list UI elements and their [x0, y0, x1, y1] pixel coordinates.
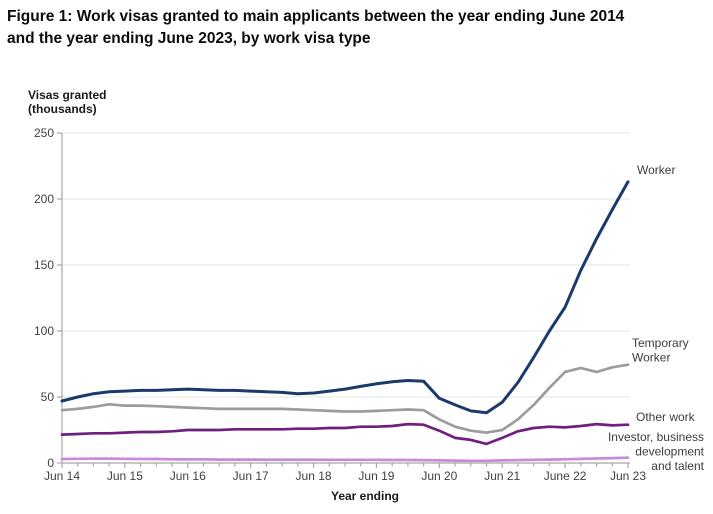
figure-title-line-2: and the year ending June 2023, by work v… — [7, 30, 371, 47]
figure-title: Figure 1: Work visas granted to main app… — [7, 6, 713, 50]
y-axis-title-line-2: (thousands) — [28, 102, 97, 116]
y-tick-label-250: 250 — [34, 126, 54, 140]
y-axis-title-line-1: Visas granted — [28, 88, 107, 102]
series-label-temporary-worker-line-2: Worker — [632, 351, 670, 365]
x-tick-label-7: Jun 20 — [421, 469, 457, 483]
x-tick-label-4: Jun 17 — [233, 469, 269, 483]
series-line-temporary-worker — [60, 363, 630, 434]
x-tick-label-9: June 22 — [544, 469, 587, 483]
series-label-worker-line-1: Worker — [637, 163, 675, 177]
series-label-investor-business-development-and-talent-line-3: and talent — [651, 459, 704, 473]
y-tick-label-100: 100 — [34, 324, 54, 338]
series-line-worker — [60, 180, 630, 415]
x-axis-title: Year ending — [330, 489, 400, 503]
figure-title-line-1: Figure 1: Work visas granted to main app… — [7, 8, 625, 25]
series-label-other-work-line-1: Other work — [636, 410, 696, 424]
x-tick-label-3: Jun 16 — [170, 469, 206, 483]
series-label-investor-business-development-and-talent-line-1: Investor, business — [608, 430, 704, 444]
series-line-other-work — [60, 422, 630, 446]
y-tick-label-200: 200 — [34, 192, 54, 206]
series-line-investor-business-development-and-talent — [60, 456, 630, 463]
x-tick-label-8: Jun 21 — [484, 469, 520, 483]
series-label-investor-business-development-and-talent-line-2: development — [635, 445, 704, 459]
x-tick-label-6: Jun 19 — [358, 469, 394, 483]
y-tick-label-0: 0 — [47, 456, 54, 470]
x-tick-label-1: Jun 14 — [44, 469, 80, 483]
x-tick-label-10: Jun 23 — [610, 469, 646, 483]
y-tick-label-150: 150 — [34, 258, 54, 272]
series-label-temporary-worker-line-1: Temporary — [632, 336, 689, 350]
y-axis-title: Visas granted (thousands) — [28, 88, 106, 116]
y-tick-label-50: 50 — [41, 390, 55, 404]
x-tick-label-5: Jun 18 — [296, 469, 332, 483]
x-tick-label-2: Jun 15 — [107, 469, 143, 483]
